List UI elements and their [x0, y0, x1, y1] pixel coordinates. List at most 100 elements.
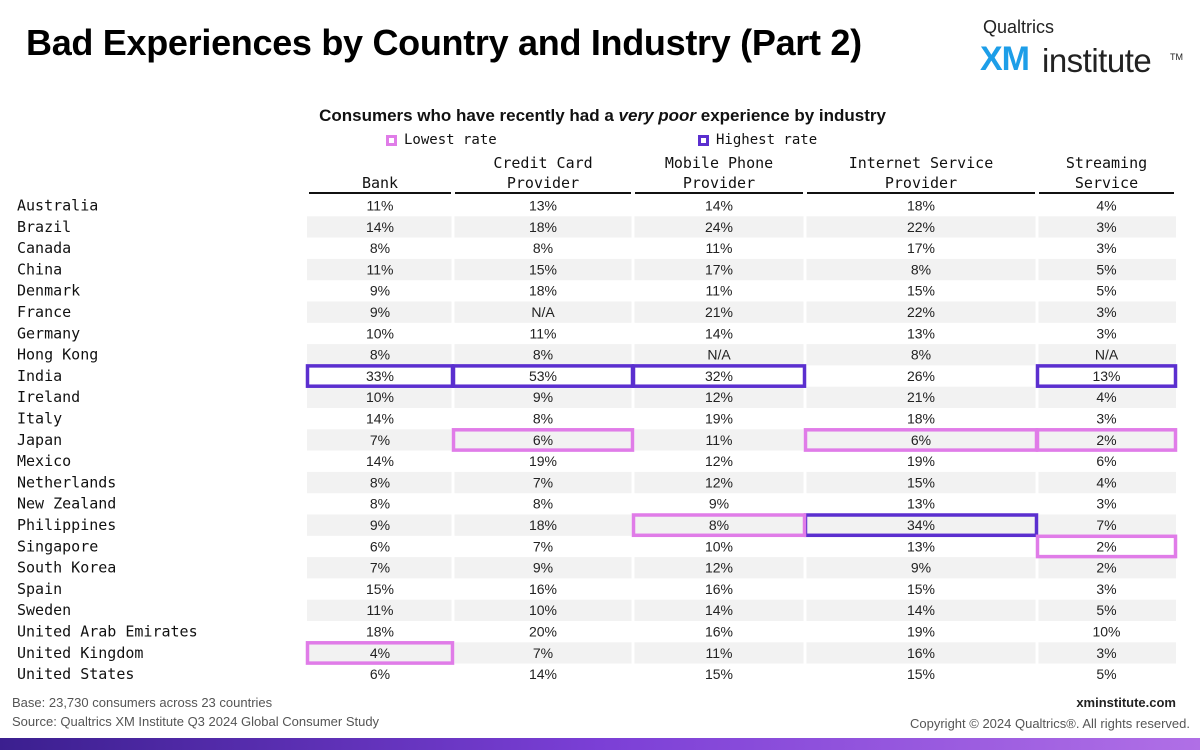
cell-value: 3% — [1096, 304, 1116, 320]
source-note: Source: Qualtrics XM Institute Q3 2024 G… — [12, 714, 380, 729]
cell-value: 18% — [529, 219, 557, 235]
cell-value: 7% — [1096, 517, 1116, 533]
cell-value: 15% — [529, 261, 557, 277]
cell-value: 6% — [370, 538, 390, 554]
row-label-united-kingdom: United Kingdom — [17, 644, 143, 662]
column-header-internet-service-provider: Internet Service — [849, 154, 994, 172]
cell-value: 5% — [1096, 666, 1116, 682]
cell-value: 19% — [705, 411, 733, 427]
cell-value: 8% — [370, 474, 390, 490]
cell-value: 18% — [529, 517, 557, 533]
highest-rate-highlight — [631, 364, 807, 388]
cell-value: 2% — [1096, 538, 1116, 554]
column-header-rule — [635, 192, 803, 194]
row-label-brazil: Brazil — [17, 218, 71, 236]
cell-value: 19% — [529, 453, 557, 469]
cell-value: 6% — [533, 432, 553, 448]
cell-value: 5% — [1096, 602, 1116, 618]
highest-rate-highlight — [1035, 364, 1178, 388]
row-label-denmark: Denmark — [17, 282, 80, 300]
cell-value: 9% — [709, 496, 729, 512]
cell-value: N/A — [531, 304, 555, 320]
column-header-rule — [807, 192, 1035, 194]
cell-value: 8% — [370, 240, 390, 256]
cell-value: 11% — [706, 240, 733, 256]
cell-value: 10% — [1092, 624, 1120, 640]
cell-value: 12% — [705, 453, 733, 469]
cell-value: 2% — [1096, 560, 1116, 576]
page-title: Bad Experiences by Country and Industry … — [26, 22, 862, 63]
legend-swatch-highest — [698, 134, 709, 146]
cell-value: N/A — [707, 347, 731, 363]
cell-value: 15% — [705, 666, 733, 682]
logo-institute: institute — [1042, 42, 1152, 79]
cell-value: 9% — [533, 389, 553, 405]
row-stripe — [307, 514, 1176, 536]
cell-value: 6% — [1096, 453, 1116, 469]
website-link[interactable]: xminstitute.com — [1076, 695, 1176, 710]
cell-value: 10% — [366, 325, 394, 341]
row-label-france: France — [17, 303, 71, 321]
cell-value: 3% — [1096, 645, 1116, 661]
cell-value: 8% — [370, 347, 390, 363]
cell-value: 22% — [907, 304, 935, 320]
row-label-netherlands: Netherlands — [17, 473, 116, 491]
cell-value: 11% — [367, 198, 394, 214]
cell-value: 11% — [706, 283, 733, 299]
row-label-united-arab-emirates: United Arab Emirates — [17, 623, 198, 641]
row-label-philippines: Philippines — [17, 516, 116, 534]
row-stripe — [307, 258, 1176, 281]
lowest-rate-highlight — [1035, 534, 1178, 559]
lowest-rate-highlight — [1035, 428, 1178, 452]
row-label-canada: Canada — [17, 239, 71, 257]
cell-value: 9% — [911, 560, 931, 576]
cell-value: 14% — [366, 411, 394, 427]
column-header-credit-card-provider: Provider — [507, 174, 579, 192]
xm-institute-logo: Qualtrics XM institute TM — [980, 14, 1183, 79]
cell-value: 20% — [529, 624, 557, 640]
lowest-rate-highlight — [451, 428, 635, 452]
base-note: Base: 23,730 consumers across 23 countri… — [12, 695, 273, 710]
cell-value: 8% — [533, 347, 553, 363]
cell-value: 26% — [907, 368, 935, 384]
cell-value: 32% — [705, 368, 733, 384]
row-label-united-states: United States — [17, 665, 134, 683]
row-label-australia: Australia — [17, 197, 98, 215]
cell-value: 21% — [907, 389, 935, 405]
cell-value: 53% — [529, 368, 557, 384]
row-label-china: China — [17, 260, 62, 278]
cell-value: 13% — [907, 538, 935, 554]
cell-value: 18% — [907, 411, 935, 427]
bottom-gradient-bar — [0, 738, 1200, 750]
cell-value: 11% — [706, 645, 733, 661]
copyright-note: Copyright © 2024 Qualtrics®. All rights … — [910, 716, 1190, 731]
logo-xm: XM — [980, 40, 1030, 78]
cell-value: 12% — [705, 560, 733, 576]
cell-value: 14% — [907, 602, 935, 618]
cell-value: 4% — [370, 645, 390, 661]
row-label-hong-kong: Hong Kong — [17, 346, 98, 364]
cell-value: 8% — [370, 496, 390, 512]
row-label-japan: Japan — [17, 431, 62, 449]
cell-value: 18% — [366, 624, 394, 640]
cell-value: 5% — [1096, 283, 1116, 299]
cell-value: 11% — [367, 261, 394, 277]
cell-value: 7% — [533, 474, 553, 490]
cell-value: 15% — [907, 283, 935, 299]
row-label-spain: Spain — [17, 580, 62, 598]
row-stripe — [307, 557, 1176, 579]
cell-value: 17% — [907, 240, 935, 256]
row-stripe — [307, 216, 1176, 238]
cell-value: 24% — [705, 219, 733, 235]
cell-value: 21% — [705, 304, 733, 320]
cell-value: 7% — [370, 560, 390, 576]
row-stripe — [307, 386, 1176, 408]
cell-value: 18% — [529, 283, 557, 299]
cell-value: N/A — [1095, 347, 1119, 363]
row-label-italy: Italy — [17, 410, 62, 428]
cell-value: 34% — [907, 517, 935, 533]
column-header-internet-service-provider: Provider — [885, 174, 957, 192]
chart-subtitle: Consumers who have recently had a very p… — [0, 106, 1200, 126]
cell-value: 6% — [370, 666, 390, 682]
